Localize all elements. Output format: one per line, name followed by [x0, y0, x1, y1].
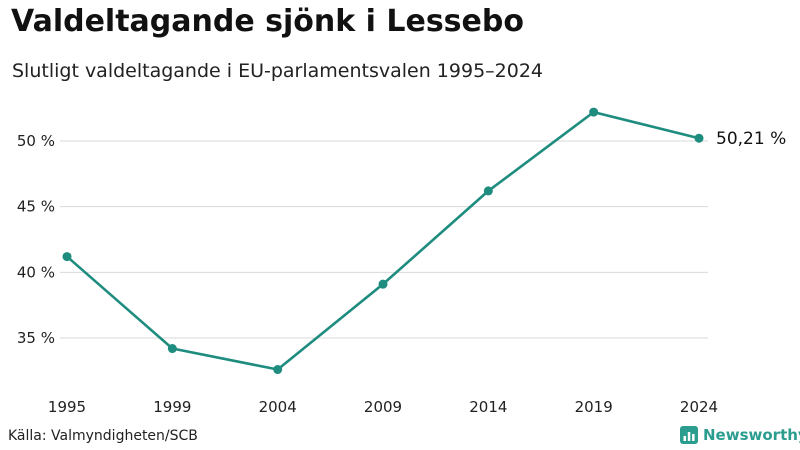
- x-tick-label: 2009: [364, 398, 402, 416]
- y-axis-ticks: 35 % 40 % 45 % 50 %: [17, 132, 55, 347]
- end-value-label: 50,21 %: [716, 129, 786, 149]
- y-tick-label: 40 %: [17, 263, 55, 281]
- grid-lines: [60, 140, 708, 339]
- brand-logo: Newsworthy: [680, 426, 800, 444]
- x-axis-ticks: 1995 1999 2004 2009 2014 2019 2024: [48, 398, 718, 416]
- source-note: Källa: Valmyndigheten/SCB: [8, 428, 198, 444]
- x-tick-label: 2019: [575, 398, 613, 416]
- data-point: [694, 133, 704, 143]
- y-tick-label: 45 %: [17, 198, 55, 216]
- series-line: [65, 110, 701, 371]
- y-tick-label: 35 %: [17, 329, 55, 347]
- data-point: [273, 365, 283, 375]
- data-point: [483, 186, 493, 196]
- x-tick-label: 2004: [259, 398, 297, 416]
- chart-subtitle: Slutligt valdeltagande i EU-parlamentsva…: [12, 60, 544, 82]
- brand-name: Newsworthy: [703, 426, 800, 444]
- series: [62, 107, 704, 375]
- x-tick-label: 2024: [680, 398, 718, 416]
- x-tick-label: 1995: [48, 398, 86, 416]
- x-tick-label: 1999: [153, 398, 191, 416]
- data-point: [167, 344, 177, 354]
- chart-icon: [680, 426, 698, 444]
- data-point: [589, 107, 599, 117]
- data-point: [62, 252, 72, 262]
- y-tick-label: 50 %: [17, 132, 55, 150]
- x-tick-label: 2014: [469, 398, 507, 416]
- chart-title: Valdeltagande sjönk i Lessebo: [11, 4, 524, 39]
- data-point: [378, 279, 388, 289]
- data-labels: 50,21 %: [716, 129, 786, 149]
